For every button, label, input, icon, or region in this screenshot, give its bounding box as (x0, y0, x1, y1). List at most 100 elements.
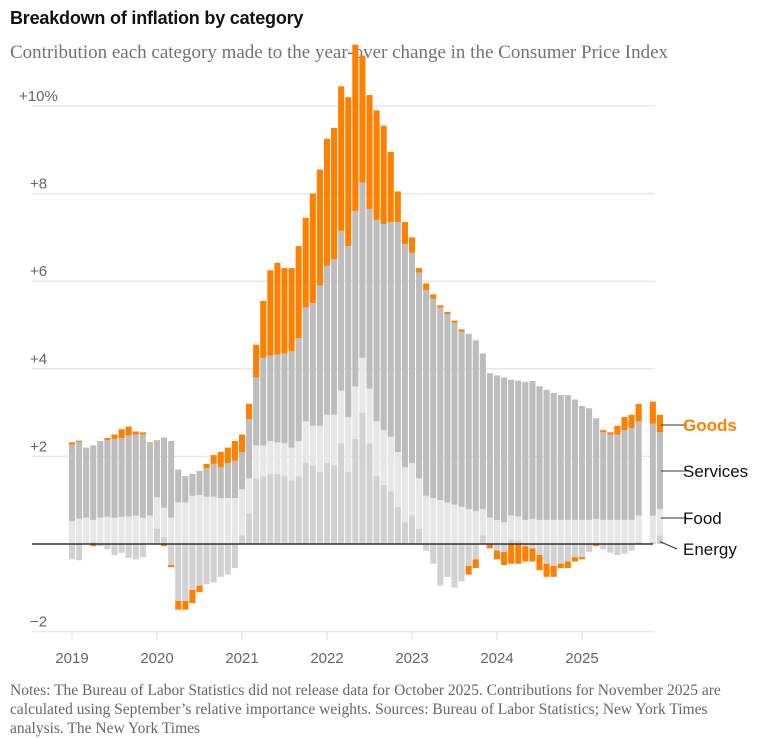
bar-food (394, 452, 401, 507)
leader-line (659, 541, 678, 550)
bar-energy (323, 462, 331, 544)
bar-goods (472, 559, 479, 569)
bar-goods (437, 305, 444, 308)
bar-goods (111, 434, 118, 439)
bar-goods (359, 55, 366, 183)
bar-goods (288, 268, 295, 352)
bar-services (423, 289, 430, 496)
bar-food (146, 515, 153, 544)
x-tick-label: 2019 (55, 650, 88, 667)
bar-goods (380, 125, 387, 225)
bar-goods (189, 589, 196, 604)
bar-services (394, 222, 401, 453)
bar-goods (451, 320, 458, 323)
bar-energy (550, 544, 557, 566)
bar-goods (621, 416, 628, 431)
bar-food (614, 519, 621, 544)
bar-services (146, 443, 153, 516)
bar-energy (586, 544, 593, 552)
bar-services (83, 447, 90, 518)
bar-goods (543, 563, 550, 577)
bar-goods (331, 127, 338, 260)
bar-energy (614, 544, 621, 555)
bar-services (338, 230, 345, 391)
bar-food (557, 519, 564, 544)
bar-services (635, 421, 642, 516)
bar-goods (373, 110, 380, 220)
bar-energy (522, 544, 529, 547)
bar-energy (302, 462, 309, 544)
bar-food (465, 508, 472, 544)
bar-goods (444, 311, 451, 315)
bar-services (295, 338, 302, 442)
bar-food (104, 516, 111, 544)
bar-food (522, 519, 529, 544)
bar-food (444, 502, 451, 544)
series-label-services: Services (683, 462, 748, 481)
bar-energy (628, 544, 635, 551)
bar-goods (423, 283, 430, 290)
bar-services (217, 467, 224, 499)
bar-services (260, 357, 267, 446)
bar-food (253, 445, 260, 479)
bar-services (536, 386, 543, 520)
bar-food (564, 519, 571, 544)
bar-energy (387, 491, 394, 544)
bar-goods (508, 544, 515, 564)
bar-energy (493, 544, 501, 551)
bar-energy (338, 443, 345, 544)
bar-services (331, 259, 338, 415)
bar-goods (600, 430, 607, 433)
bar-energy (132, 544, 139, 560)
bar-food (586, 519, 593, 544)
bar-services (132, 434, 139, 516)
bar-food (196, 494, 203, 544)
bar-energy (253, 478, 260, 544)
bar-services (600, 432, 607, 520)
bar-energy (373, 476, 380, 544)
bar-services (607, 434, 614, 520)
bar-goods (578, 557, 586, 560)
bar-goods (394, 191, 401, 223)
bar-goods (182, 600, 189, 610)
bar-goods (203, 463, 210, 469)
bar-energy (182, 544, 189, 601)
bar-food (373, 421, 380, 477)
bar-goods (175, 600, 182, 610)
series-label-food: Food (683, 509, 722, 528)
bar-services (408, 252, 416, 463)
bar-goods (628, 414, 635, 428)
bar-energy (536, 544, 543, 555)
bar-food (217, 498, 224, 544)
bar-food (416, 478, 423, 529)
bar-energy (515, 540, 522, 544)
bar-food (352, 386, 359, 439)
bar-energy (621, 544, 628, 554)
y-axis: +10% +8 +6 +4 +2 −2 (19, 88, 58, 631)
bar-food (238, 489, 246, 536)
bar-energy (472, 544, 479, 560)
bar-energy (168, 544, 175, 566)
bar-services (501, 377, 508, 523)
bar-services (210, 463, 217, 497)
bar-energy (68, 544, 76, 560)
bar-energy (104, 544, 111, 550)
bar-services (656, 432, 663, 509)
bar-services (189, 473, 196, 496)
bar-services (614, 434, 621, 520)
bar-food (529, 519, 536, 544)
bar-energy (203, 544, 210, 585)
bar-services (97, 441, 104, 518)
bar-services (465, 333, 472, 509)
bar-energy (401, 522, 408, 544)
bar-energy (656, 535, 663, 544)
bar-energy (607, 544, 614, 553)
bar-goods (302, 217, 309, 308)
bar-goods (352, 44, 359, 212)
chart-subtitle: Contribution each category made to the y… (10, 42, 669, 63)
bar-services (621, 430, 628, 520)
bar-energy (543, 544, 550, 564)
bar-services (493, 375, 501, 520)
bar-goods (323, 138, 331, 266)
bar-energy (564, 544, 571, 562)
